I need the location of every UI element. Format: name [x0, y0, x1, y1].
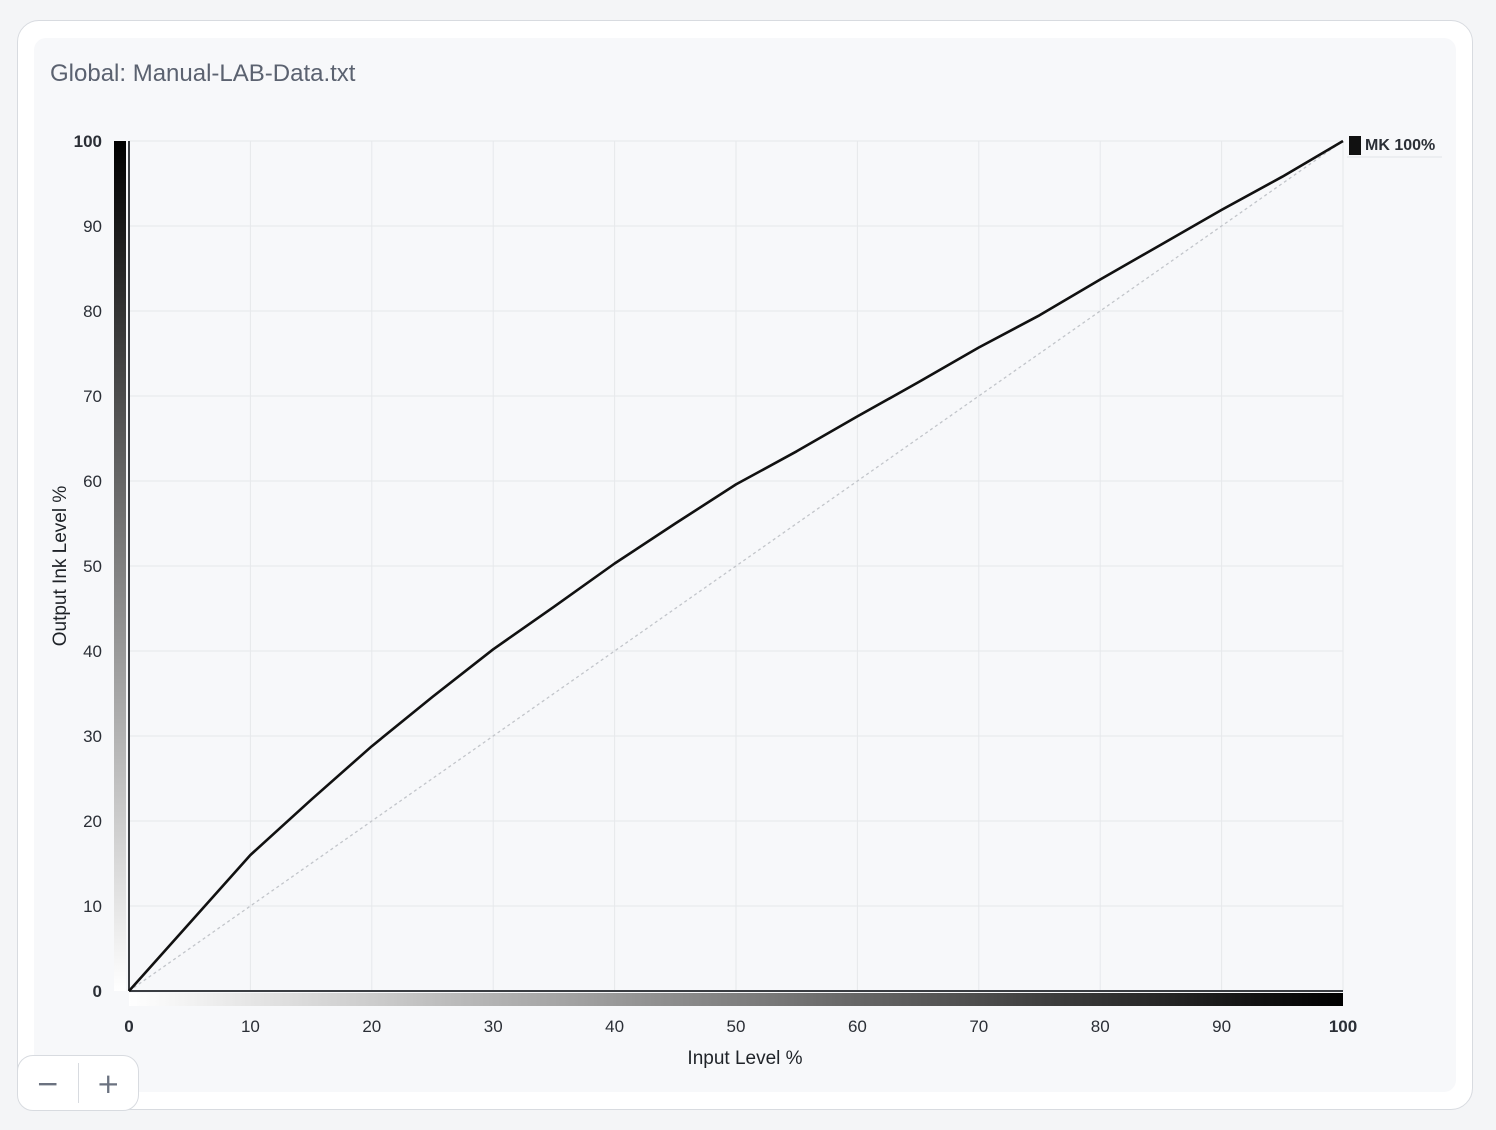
legend: MK 100% — [1347, 136, 1442, 158]
y-tick-label: 40 — [83, 642, 102, 661]
x-tick-label: 100 — [1329, 1017, 1357, 1036]
y-tick-labels: 0 10 20 30 40 50 60 70 80 90 100 — [74, 132, 102, 1001]
zoom-controls: − + — [17, 1055, 139, 1111]
x-tick-label: 70 — [969, 1017, 988, 1036]
zoom-in-button[interactable]: + — [79, 1056, 139, 1110]
y-gradient-bar — [114, 141, 126, 991]
y-tick-label: 10 — [83, 897, 102, 916]
chart-card-body: Global: Manual-LAB-Data.txt — [17, 20, 1473, 1110]
x-tick-label: 50 — [727, 1017, 746, 1036]
y-axis-label: Output Ink Level % — [50, 486, 71, 647]
y-tick-label: 0 — [93, 982, 102, 1001]
x-tick-label: 90 — [1212, 1017, 1231, 1036]
y-tick-label: 30 — [83, 727, 102, 746]
series-line-mk-100 — [128, 139, 1344, 992]
x-tick-label: 80 — [1091, 1017, 1110, 1036]
legend-label-mk-100: MK 100% — [1365, 137, 1435, 154]
y-tick-label: 20 — [83, 812, 102, 831]
x-tick-label: 30 — [484, 1017, 503, 1036]
x-tick-labels: 0 10 20 30 40 50 60 70 80 90 100 — [124, 1017, 1357, 1036]
reference-diagonal — [128, 140, 1344, 992]
x-tick-label: 40 — [605, 1017, 624, 1036]
y-tick-label: 50 — [83, 557, 102, 576]
zoom-out-button[interactable]: − — [18, 1056, 78, 1110]
zoom-divider — [77, 1063, 79, 1103]
y-tick-label: 80 — [83, 302, 102, 321]
y-tick-label: 70 — [83, 387, 102, 406]
y-tick-label: 90 — [83, 217, 102, 236]
x-gradient-bar — [129, 993, 1343, 1006]
panel-title: Global: Manual-LAB-Data.txt — [50, 60, 356, 87]
x-tick-label: 20 — [362, 1017, 381, 1036]
x-tick-label: 10 — [241, 1017, 260, 1036]
y-tick-label: 60 — [83, 472, 102, 491]
x-tick-label: 0 — [124, 1017, 133, 1036]
x-axis-label: Input Level % — [687, 1048, 802, 1069]
x-tick-label: 60 — [848, 1017, 867, 1036]
legend-swatch-mk-100 — [1349, 136, 1361, 155]
y-tick-label: 100 — [74, 132, 102, 151]
chart-panel: Global: Manual-LAB-Data.txt — [34, 38, 1456, 1092]
